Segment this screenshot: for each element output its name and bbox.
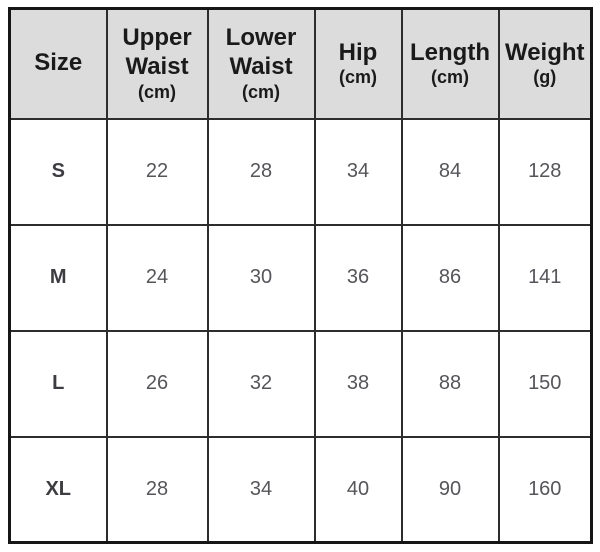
header-lower-waist-unit: (cm) <box>241 81 280 102</box>
cell-l-weight: 150 <box>497 329 593 438</box>
header-length-label: Length <box>410 38 490 66</box>
cell-l-hip: 38 <box>313 329 403 438</box>
table-row-xl: XL 28 34 40 90 160 <box>8 435 593 544</box>
size-label-m: M <box>8 223 108 332</box>
header-hip: Hip (cm) <box>313 7 403 120</box>
cell-m-length: 86 <box>400 223 500 332</box>
cell-l-lower-waist: 32 <box>206 329 316 438</box>
header-length-unit: (cm) <box>430 67 469 88</box>
cell-xl-upper-waist: 28 <box>105 435 209 544</box>
cell-s-weight: 128 <box>497 117 593 226</box>
size-label-s: S <box>8 117 108 226</box>
cell-m-lower-waist: 30 <box>206 223 316 332</box>
size-label-l: L <box>8 329 108 438</box>
cell-m-upper-waist: 24 <box>105 223 209 332</box>
header-hip-label: Hip <box>338 38 378 66</box>
header-weight-label: Weight <box>504 38 585 66</box>
header-hip-unit: (cm) <box>338 67 377 88</box>
header-lower-waist-label: Lower Waist <box>225 24 297 80</box>
cell-s-hip: 34 <box>313 117 403 226</box>
header-weight: Weight (g) <box>497 7 593 120</box>
header-size: Size <box>8 7 108 120</box>
header-lower-waist: Lower Waist (cm) <box>206 7 316 120</box>
header-length: Length (cm) <box>400 7 500 120</box>
cell-s-upper-waist: 22 <box>105 117 209 226</box>
header-row: Size Upper Waist (cm) Lower Waist (cm) H… <box>8 7 593 120</box>
table-row-s: S 22 28 34 84 128 <box>8 117 593 226</box>
cell-xl-hip: 40 <box>313 435 403 544</box>
table-row-m: M 24 30 36 86 141 <box>8 223 593 332</box>
header-size-label: Size <box>34 49 83 77</box>
cell-xl-length: 90 <box>400 435 500 544</box>
cell-l-upper-waist: 26 <box>105 329 209 438</box>
cell-xl-weight: 160 <box>497 435 593 544</box>
size-chart-table: Size Upper Waist (cm) Lower Waist (cm) H… <box>8 7 593 544</box>
cell-m-hip: 36 <box>313 223 403 332</box>
header-upper-waist-label: Upper Waist <box>122 24 192 80</box>
cell-m-weight: 141 <box>497 223 593 332</box>
cell-s-length: 84 <box>400 117 500 226</box>
header-upper-waist-unit: (cm) <box>137 81 176 102</box>
cell-s-lower-waist: 28 <box>206 117 316 226</box>
size-label-xl: XL <box>8 435 108 544</box>
table-row-l: L 26 32 38 88 150 <box>8 329 593 438</box>
cell-l-length: 88 <box>400 329 500 438</box>
header-weight-unit: (g) <box>533 67 557 88</box>
cell-xl-lower-waist: 34 <box>206 435 316 544</box>
header-upper-waist: Upper Waist (cm) <box>105 7 209 120</box>
